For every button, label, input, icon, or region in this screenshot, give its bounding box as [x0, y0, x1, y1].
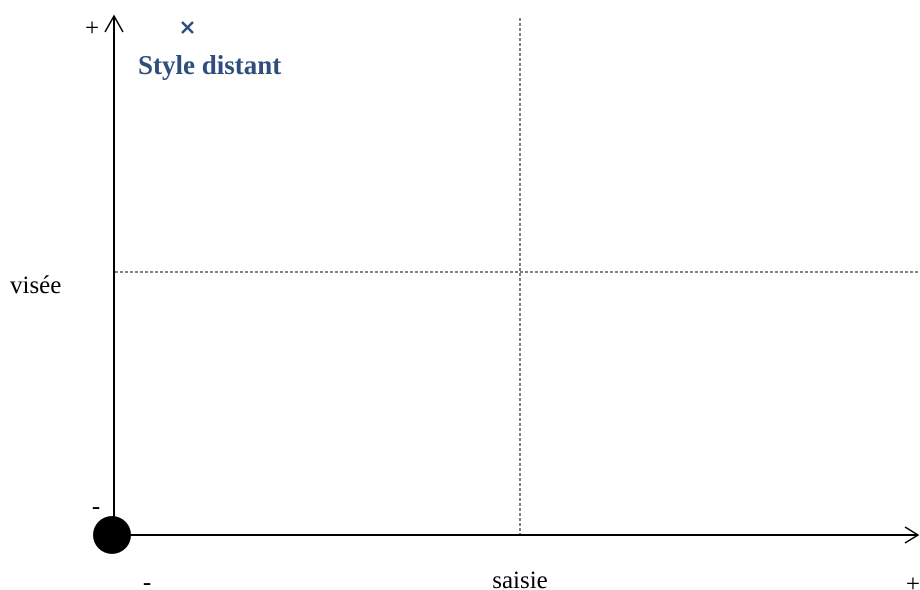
y-min-label: -: [92, 493, 100, 520]
x-axis-label: saisie: [492, 567, 548, 590]
y-axis-label: visée: [10, 272, 61, 299]
x-max-label: +: [906, 571, 920, 590]
x-min-label: -: [143, 569, 151, 590]
y-axis-arrow: [104, 14, 124, 33]
x-axis-arrow: [904, 526, 920, 544]
point-marker: [181, 21, 194, 34]
origin-dot: [93, 516, 131, 554]
y-max-label: +: [85, 15, 99, 42]
point-label: Style distant: [138, 50, 281, 80]
